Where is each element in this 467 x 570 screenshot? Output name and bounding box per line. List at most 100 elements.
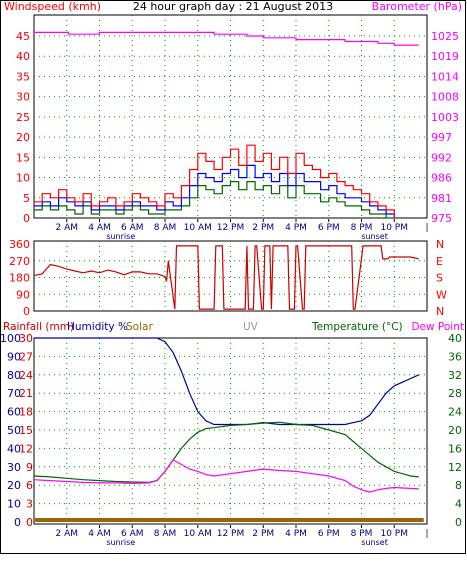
- chart-title: 24 hour graph day : 21 August 2013: [133, 0, 333, 13]
- compass-tick-label: W: [436, 288, 447, 301]
- solar-legend: Solar: [126, 321, 153, 333]
- temperature-tick-label: 12: [448, 461, 462, 474]
- wind-direction-line: [33, 245, 419, 310]
- humidity-tick-label: 70: [7, 387, 21, 400]
- wind-sunrise-label: sunrise: [106, 232, 135, 241]
- temperature-tick-label: 40: [448, 332, 462, 345]
- climate-end-tick: |: [425, 529, 428, 539]
- barometer-tick-label: 1008: [431, 91, 459, 104]
- rainfall-tick-label: 15: [19, 424, 33, 437]
- windspeed-tick-label: 45: [16, 30, 30, 43]
- climate-sunset-label: sunset: [361, 538, 388, 547]
- climate-time-label: 8 PM: [351, 529, 373, 539]
- wind-end-tick: |: [425, 223, 428, 233]
- wind-time-label: 10 PM: [380, 223, 408, 233]
- barometer-tick-label: 997: [431, 131, 452, 144]
- barometer-tick-label: 1019: [431, 50, 459, 63]
- barometer-tick-label: 1025: [431, 30, 459, 43]
- climate-time-label: 6 PM: [318, 529, 340, 539]
- rainfall-tick-label: 18: [19, 406, 33, 419]
- temperature-legend: Temperature (°C): [311, 321, 403, 333]
- climate-time-label: 2 AM: [55, 529, 78, 539]
- grid-layer: [34, 15, 427, 522]
- temperature-tick-label: 8: [455, 479, 462, 492]
- barometer-line: [34, 31, 419, 46]
- wind-time-label: 4 AM: [88, 223, 111, 233]
- windspeed-tick-label: 0: [23, 212, 30, 225]
- rainfall-bar: [35, 518, 424, 522]
- direction-tick-label: 90: [16, 288, 30, 301]
- series-layer: [33, 31, 424, 522]
- wind-time-label: 2 PM: [252, 223, 274, 233]
- temperature-tick-label: 4: [455, 498, 462, 511]
- climate-time-label: 10 AM: [184, 529, 212, 539]
- direction-tick-label: 270: [9, 255, 30, 268]
- climate-time-label: 4 AM: [88, 529, 111, 539]
- windspeed-tick-label: 35: [16, 70, 30, 83]
- rainfall-tick-label: 0: [26, 516, 33, 529]
- humidity-tick-label: 100: [0, 332, 21, 345]
- label-layer: 0510152025303540459759819869929971003100…: [0, 30, 462, 547]
- wind-time-label: 8 AM: [154, 223, 177, 233]
- humidity-tick-label: 0: [14, 516, 21, 529]
- windspeed-tick-label: 5: [23, 192, 30, 205]
- temperature-tick-label: 32: [448, 369, 462, 382]
- barometer-axis-title: Barometer (hPa): [372, 0, 462, 13]
- temperature-tick-label: 36: [448, 350, 462, 363]
- windspeed-axis-title: Windspeed (kmh): [4, 0, 101, 13]
- climate-time-label: 12 PM: [217, 529, 245, 539]
- wind-time-label: 10 AM: [184, 223, 212, 233]
- compass-tick-label: E: [436, 255, 443, 268]
- wind-time-label: 6 PM: [318, 223, 340, 233]
- barometer-tick-label: 981: [431, 192, 452, 205]
- direction-tick-label: 360: [9, 238, 30, 251]
- wind-time-label: 12 PM: [217, 223, 245, 233]
- windspeed-average-line: [34, 164, 395, 218]
- rainfall-tick-label: 30: [19, 332, 33, 345]
- humidity-tick-label: 40: [7, 442, 21, 455]
- compass-tick-label: S: [436, 272, 443, 285]
- windspeed-tick-label: 15: [16, 151, 30, 164]
- humidity-tick-label: 60: [7, 406, 21, 419]
- climate-time-label: 6 AM: [121, 529, 144, 539]
- barometer-tick-label: 1003: [431, 111, 459, 124]
- barometer-tick-label: 992: [431, 151, 452, 164]
- temperature-tick-label: 20: [448, 424, 462, 437]
- humidity-legend: Humidity %: [67, 321, 128, 333]
- windspeed-tick-label: 10: [16, 172, 30, 185]
- compass-tick-label: N: [436, 305, 444, 318]
- windspeed-tick-label: 30: [16, 91, 30, 104]
- wind-time-label: 2 AM: [55, 223, 78, 233]
- windspeed-gust-line: [34, 144, 395, 218]
- rainfall-tick-label: 12: [19, 442, 33, 455]
- climate-time-label: 8 AM: [154, 529, 177, 539]
- windspeed-tick-label: 40: [16, 50, 30, 63]
- windspeed-tick-label: 20: [16, 131, 30, 144]
- dew-point-line: [33, 459, 419, 493]
- dew-point-legend: Dew Point: [411, 321, 464, 333]
- direction-tick-label: 0: [23, 305, 30, 318]
- humidity-tick-label: 50: [7, 424, 21, 437]
- temperature-tick-label: 24: [448, 406, 462, 419]
- compass-tick-label: N: [436, 238, 444, 251]
- rainfall-tick-label: 21: [19, 387, 33, 400]
- humidity-line: [34, 337, 420, 426]
- temperature-tick-label: 0: [455, 516, 462, 529]
- climate-time-label: 2 PM: [252, 529, 274, 539]
- rainfall-legend: Rainfall (mm): [3, 321, 74, 333]
- direction-tick-label: 180: [9, 272, 30, 285]
- climate-time-label: 10 PM: [380, 529, 408, 539]
- temperature-line: [33, 421, 419, 484]
- barometer-tick-label: 986: [431, 172, 452, 185]
- humidity-tick-label: 80: [7, 369, 21, 382]
- rainfall-tick-label: 9: [26, 461, 33, 474]
- temperature-tick-label: 16: [448, 442, 462, 455]
- wind-time-label: 8 PM: [351, 223, 373, 233]
- rainfall-tick-label: 27: [19, 350, 33, 363]
- outer-frame: [0, 0, 466, 554]
- humidity-tick-label: 90: [7, 350, 21, 363]
- wind-time-label: 6 AM: [121, 223, 144, 233]
- humidity-tick-label: 30: [7, 461, 21, 474]
